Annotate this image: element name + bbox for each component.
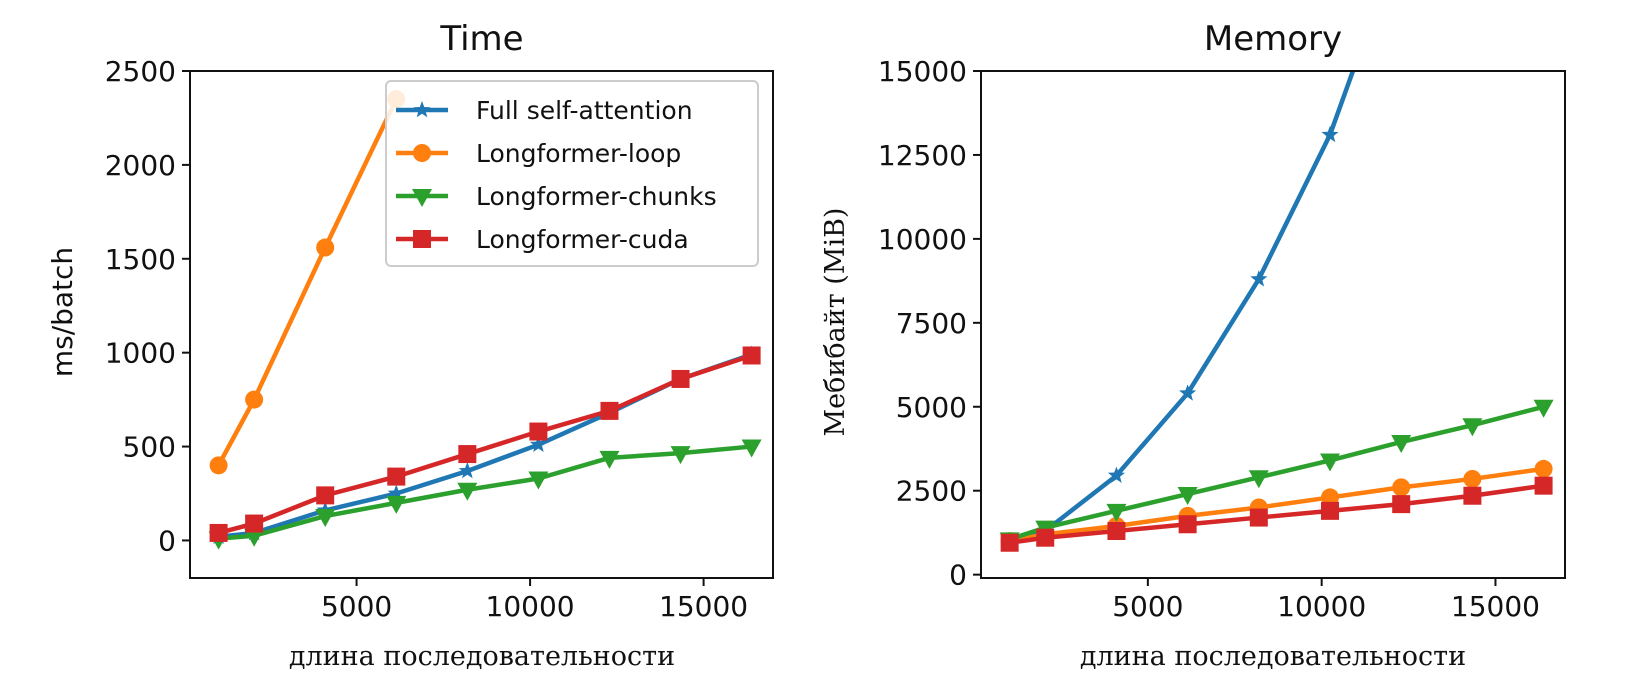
time-legend-marker-full [413, 101, 431, 118]
time-xtick-label-1: 10000 [486, 590, 575, 623]
memory-point-chunks-3 [1177, 487, 1198, 506]
memory-xtick-label-1: 10000 [1277, 590, 1366, 623]
memory-point-chunks-6 [1391, 435, 1412, 454]
memory-chart-xlabel: длина последовательности [1080, 641, 1466, 672]
time-legend: Full self-attention Longformer-loop Longfo… [385, 80, 759, 267]
memory-point-cuda-4 [1249, 508, 1268, 527]
memory-xtick-label-0: 5000 [1112, 590, 1183, 623]
memory-point-full-4 [1250, 270, 1268, 287]
time-point-loop-0 [209, 456, 228, 475]
memory-xtick-label-2: 15000 [1451, 590, 1540, 623]
memory-point-chunks-8 [1533, 399, 1554, 418]
time-point-chunks-6 [599, 450, 620, 469]
time-ytick-label-4: 2000 [105, 149, 176, 182]
time-point-loop-2 [316, 238, 335, 257]
time-point-cuda-6 [600, 401, 619, 420]
memory-ytick-label-2: 5000 [896, 391, 967, 424]
time-point-full-4 [458, 461, 476, 479]
memory-point-loop-6 [1392, 478, 1411, 497]
memory-ytick-label-0: 0 [949, 559, 967, 592]
memory-point-chunks-7 [1462, 418, 1483, 437]
time-ytick-label-2: 1000 [105, 337, 176, 370]
time-series-line-chunks [216, 444, 754, 541]
memory-point-cuda-6 [1392, 495, 1411, 514]
time-point-full-3 [387, 484, 405, 501]
memory-point-full-2 [1107, 466, 1125, 483]
time-legend-label-loop: Longformer-loop [476, 139, 681, 168]
time-chart-panel: Time ms/batch длина последовательности 5… [46, 19, 774, 672]
memory-point-cuda-3 [1178, 515, 1197, 534]
memory-point-chunks-5 [1320, 453, 1341, 472]
memory-point-cuda-2 [1107, 521, 1126, 540]
time-point-chunks-1 [244, 528, 265, 547]
time-point-cuda-8 [742, 346, 761, 365]
memory-series-line-full [1007, 71, 1356, 544]
memory-chart-title: Memory [1204, 19, 1342, 59]
time-point-chunks-8 [741, 439, 762, 458]
time-chart-xlabel: длина последовательности [289, 641, 675, 672]
memory-point-cuda-7 [1463, 486, 1482, 505]
time-ytick-label-1: 500 [123, 431, 176, 464]
time-point-chunks-5 [528, 471, 549, 490]
memory-ytick-label-1: 2500 [896, 475, 967, 508]
time-point-full-5 [529, 435, 547, 452]
time-point-cuda-0 [209, 523, 228, 542]
time-point-cuda-1 [245, 514, 264, 533]
memory-plot-area [999, 71, 1554, 552]
time-ytick-label-5: 2500 [105, 55, 176, 88]
time-ytick-label-0: 0 [158, 524, 176, 557]
time-point-chunks-4 [457, 482, 478, 501]
memory-point-cuda-8 [1534, 476, 1553, 495]
memory-point-chunks-4 [1248, 470, 1269, 489]
memory-ytick-label-3: 7500 [896, 307, 967, 340]
time-series-line-loop [216, 96, 399, 468]
time-xtick-label-2: 15000 [659, 590, 748, 623]
memory-point-loop-8 [1534, 459, 1553, 478]
time-legend-label-full: Full self-attention [476, 96, 693, 125]
time-point-cuda-5 [529, 422, 548, 441]
memory-point-full-5 [1321, 125, 1339, 143]
memory-chart-ylabel: Мебибайт (MiB) [820, 208, 851, 437]
memory-point-cuda-0 [1000, 533, 1019, 552]
time-point-cuda-2 [316, 486, 335, 505]
time-legend-label-cuda: Longformer-cuda [476, 225, 689, 254]
memory-axes-frame [980, 70, 1566, 579]
time-legend-marker-loop [413, 144, 431, 162]
memory-series-line-chunks [1007, 404, 1546, 542]
memory-point-chunks-2 [1106, 503, 1127, 522]
memory-ytick-label-6: 15000 [878, 55, 967, 88]
time-legend-box [385, 80, 759, 267]
memory-point-cuda-1 [1036, 528, 1055, 547]
memory-ytick-label-4: 10000 [878, 223, 967, 256]
time-xtick-label-0: 5000 [321, 590, 392, 623]
time-ytick-label-3: 1500 [105, 243, 176, 276]
time-point-cuda-3 [387, 467, 406, 486]
time-point-chunks-3 [386, 495, 407, 514]
memory-point-cuda-5 [1321, 501, 1340, 520]
time-chart-ylabel: ms/batch [46, 247, 79, 377]
memory-point-loop-7 [1463, 469, 1482, 488]
time-point-loop-1 [245, 390, 264, 409]
time-legend-label-chunks: Longformer-chunks [476, 182, 717, 211]
memory-point-full-3 [1179, 384, 1197, 401]
memory-chart-panel: Memory Мебибайт (MiB) длина последовател… [820, 19, 1566, 672]
memory-ytick-label-5: 12500 [878, 139, 967, 172]
time-point-chunks-2 [315, 509, 336, 528]
time-axes-frame [189, 70, 774, 579]
time-point-chunks-7 [670, 446, 691, 465]
time-chart-title: Time [439, 19, 523, 59]
time-legend-marker-chunks [412, 189, 432, 207]
time-point-cuda-4 [458, 445, 477, 464]
time-legend-marker-cuda [413, 230, 431, 248]
time-point-cuda-7 [671, 369, 690, 388]
